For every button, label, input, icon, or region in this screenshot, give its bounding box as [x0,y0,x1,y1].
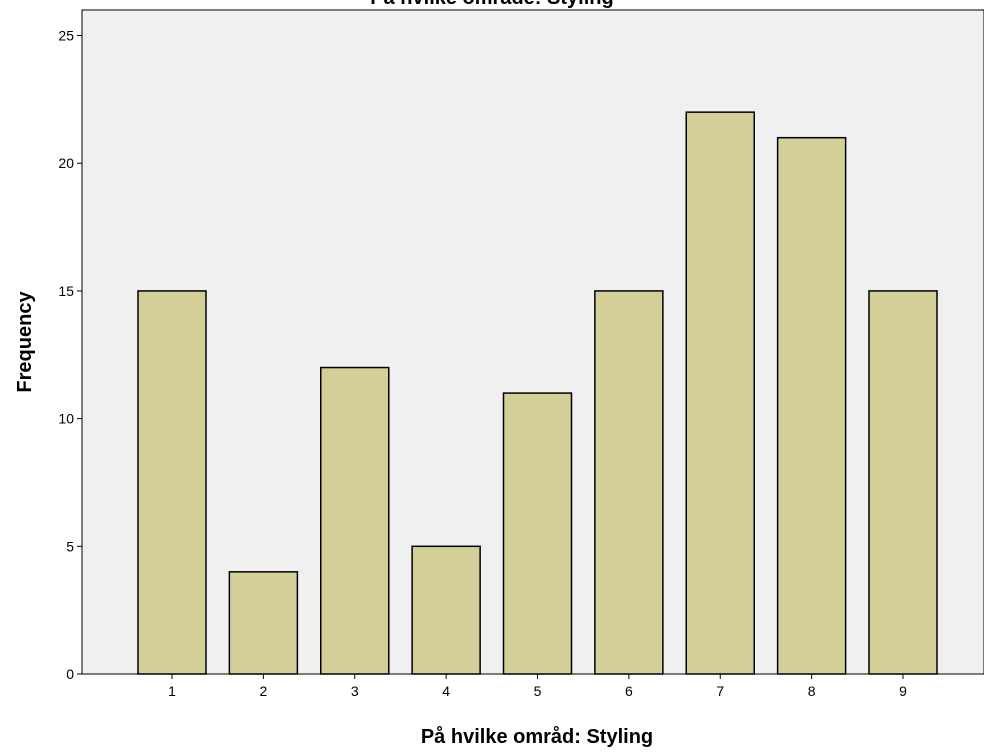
bar [411,545,481,675]
x-tick-label: 3 [351,683,359,699]
x-tick-label: 7 [716,683,724,699]
bar [320,366,390,675]
y-tick-label: 0 [66,666,74,682]
chart-title: På hvilke område: Styling [370,0,613,9]
y-tick-label: 10 [58,411,74,427]
bar [868,290,938,675]
x-tick-label: 8 [808,683,816,699]
x-tick-label: 4 [442,683,450,699]
y-axis: 0 5 10 15 20 25 [58,28,82,682]
x-axis: 1 2 3 4 5 6 7 8 9 [168,674,907,699]
x-axis-title: På hvilke områd: Styling [421,725,653,748]
y-tick-label: 5 [66,538,74,554]
x-tick-label: 5 [534,683,542,699]
bar [685,111,755,675]
bar [594,290,664,675]
x-tick-label: 2 [259,683,267,699]
y-tick-label: 20 [58,155,74,171]
bar [228,571,299,675]
y-tick-label: 25 [58,28,74,44]
x-tick-label: 1 [168,683,176,699]
y-tick-label: 15 [58,283,74,299]
bar [137,290,207,675]
y-axis-title: Frequency [14,291,36,393]
bar [502,392,573,675]
bar [776,136,847,675]
x-tick-label: 9 [899,683,907,699]
x-tick-label: 6 [625,683,633,699]
